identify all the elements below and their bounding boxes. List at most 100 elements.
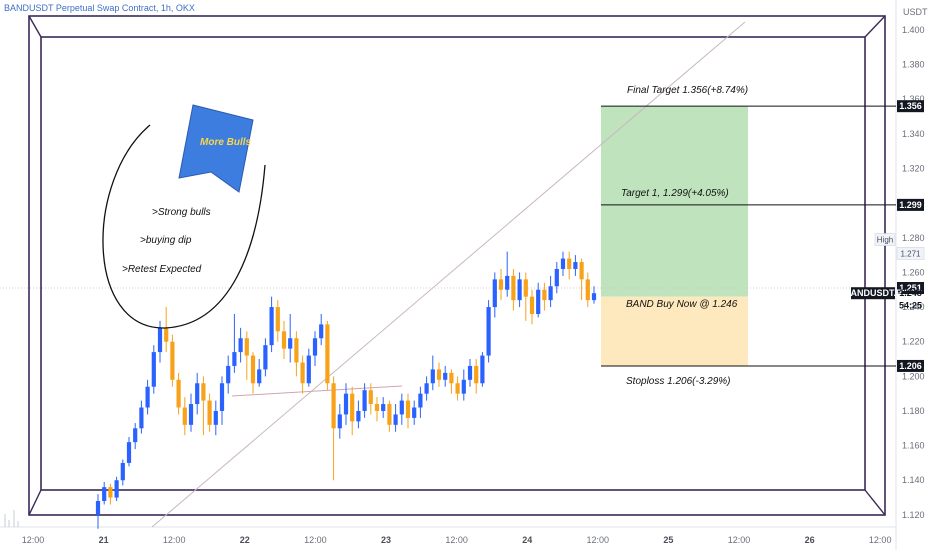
- y-tick-label: 1.260: [902, 267, 925, 277]
- y-tick-label: 1.360: [902, 94, 925, 104]
- candle: [120, 459, 125, 486]
- candle: [374, 397, 380, 422]
- candle: [498, 268, 504, 301]
- candle: [523, 272, 528, 321]
- price-tag: 1.206: [897, 359, 924, 372]
- candle: [157, 320, 163, 363]
- hand-drawn-arc: [102, 124, 266, 329]
- candle: [294, 331, 299, 377]
- candle: [362, 383, 367, 418]
- price-tag: 1.271: [896, 247, 925, 260]
- candle: [325, 320, 330, 391]
- candle: [164, 307, 169, 353]
- loss-zone: [601, 296, 748, 366]
- price-tag: 1.356: [897, 100, 924, 113]
- candle: [436, 362, 442, 387]
- y-tick-label: 1.200: [902, 371, 925, 381]
- candle: [188, 393, 194, 432]
- x-axis-ticks: 12:00 21 12:00 22 12:00 23 12:00 24 12:00 25 12:00…: [22, 535, 892, 545]
- y-tick-label: 1.140: [902, 475, 925, 485]
- candle: [480, 352, 485, 387]
- candle: [511, 268, 516, 311]
- candle: [331, 376, 336, 481]
- annotation-final-target: Final Target 1.356(+8.74%): [627, 85, 748, 96]
- candle: [424, 376, 429, 401]
- candle: [244, 331, 249, 380]
- x-tick-label: 12:00: [728, 535, 751, 545]
- price-tag: 54:25: [899, 300, 922, 310]
- candle: [170, 334, 175, 387]
- candle: [201, 376, 206, 436]
- y-tick-label: 1.320: [902, 164, 925, 174]
- annotation-entry: BAND Buy Now @ 1.246: [626, 299, 738, 310]
- x-tick-label: 12:00: [304, 535, 327, 545]
- price-tag: 1.251: [897, 282, 924, 295]
- candles: [95, 251, 597, 529]
- candle: [350, 386, 355, 436]
- y-tick-label: 1.160: [902, 441, 925, 451]
- candle: [399, 393, 404, 425]
- x-tick-label: 12:00: [587, 535, 610, 545]
- candle: [430, 355, 435, 391]
- candle: [573, 255, 578, 276]
- candle: [176, 372, 181, 415]
- svg-text:1.206: 1.206: [899, 361, 922, 371]
- x-tick-label: 12:00: [22, 535, 45, 545]
- candle: [517, 272, 522, 308]
- x-tick-label: 23: [381, 535, 391, 545]
- candle: [368, 383, 373, 415]
- annotation-strong-bulls: >Strong bulls: [152, 207, 211, 218]
- y-tick-label: 1.120: [902, 510, 925, 520]
- candle: [387, 400, 392, 432]
- decor-frames: [28, 15, 886, 516]
- candle: [213, 400, 218, 436]
- candle: [505, 251, 510, 297]
- candle: [492, 272, 497, 318]
- svg-text:1.271: 1.271: [900, 249, 921, 258]
- candle: [139, 400, 144, 434]
- candle: [250, 352, 256, 394]
- candle: [151, 345, 156, 394]
- candle: [108, 483, 113, 505]
- y-axis-ticks: 1.4001.3801.3601.3401.3201.3001.2801.260…: [902, 25, 925, 520]
- y-tick-label: 1.280: [902, 233, 925, 243]
- volume-ticks: [4, 510, 19, 527]
- y-tick-label: 1.340: [902, 129, 925, 139]
- candle: [114, 476, 119, 502]
- candle: [443, 365, 448, 387]
- x-tick-label: 12:00: [445, 535, 468, 545]
- price-tag: High: [874, 233, 896, 246]
- candle: [412, 400, 417, 425]
- candle: [474, 359, 479, 394]
- candle: [300, 355, 305, 394]
- svg-text:54:25: 54:25: [899, 300, 922, 310]
- candle: [219, 376, 225, 425]
- candle: [133, 423, 138, 450]
- candle: [312, 331, 318, 366]
- x-tick-label: 24: [522, 535, 532, 545]
- candle: [126, 436, 132, 467]
- candle: [195, 372, 200, 415]
- x-tick-label: 21: [99, 535, 109, 545]
- price-tag: 1.299: [897, 198, 924, 211]
- svg-text:High: High: [877, 236, 893, 245]
- svg-text:BANDUSDT.P: BANDUSDT.P: [844, 288, 902, 298]
- candle: [238, 327, 243, 363]
- price-axis-title: USDT: [903, 7, 928, 17]
- candle: [269, 296, 274, 353]
- annotation-more-bulls: More Bulls: [200, 137, 252, 148]
- candle: [554, 262, 559, 294]
- candle: [281, 320, 287, 360]
- candle: [275, 300, 280, 342]
- candle: [102, 481, 107, 505]
- candle: [461, 369, 466, 401]
- x-tick-label: 12:00: [163, 535, 186, 545]
- candle: [542, 282, 547, 311]
- candle: [356, 400, 361, 429]
- x-tick-label: 12:00: [869, 535, 892, 545]
- candle: [536, 282, 541, 318]
- x-tick-label: 26: [805, 535, 815, 545]
- annotation-stoploss: Stoploss 1.206(-3.29%): [626, 376, 731, 387]
- candle: [182, 397, 187, 436]
